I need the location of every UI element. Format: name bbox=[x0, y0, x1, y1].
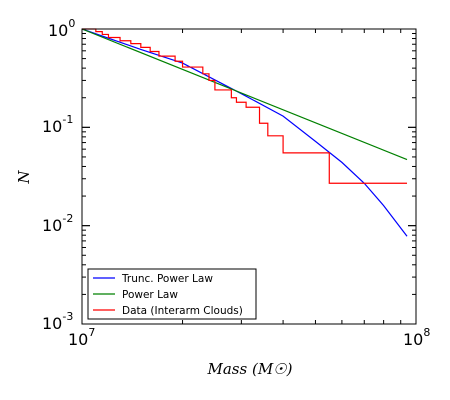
series-line-power-law bbox=[81, 28, 408, 161]
x-axis-label: Mass (M☉) bbox=[207, 360, 293, 378]
legend-label-data-interarm-clouds: Data (Interarm Clouds) bbox=[122, 305, 243, 317]
y-tick-label-10e-2: 10-2 bbox=[42, 212, 73, 235]
legend-label-power-law: Power Law bbox=[122, 289, 178, 301]
legend: Trunc. Power Law Power Law Data (Interar… bbox=[87, 268, 257, 320]
legend-label-trunc-power-law: Trunc. Power Law bbox=[121, 273, 213, 285]
x-tick-label-10e7: 107 bbox=[68, 326, 95, 349]
legend-box bbox=[87, 268, 257, 320]
series-line-data-interarm-clouds bbox=[82, 28, 408, 184]
y-axis-label: N bbox=[15, 170, 33, 185]
series-line-trunc-power-law bbox=[81, 28, 408, 237]
y-tick-label-10e-1: 10-1 bbox=[42, 113, 73, 136]
y-tick-label-10e0: 100 bbox=[48, 17, 75, 40]
y-tick-label-10e-3: 10-3 bbox=[42, 310, 73, 333]
x-tick-label-10e8: 108 bbox=[403, 326, 430, 349]
plot-frame bbox=[81, 28, 417, 325]
